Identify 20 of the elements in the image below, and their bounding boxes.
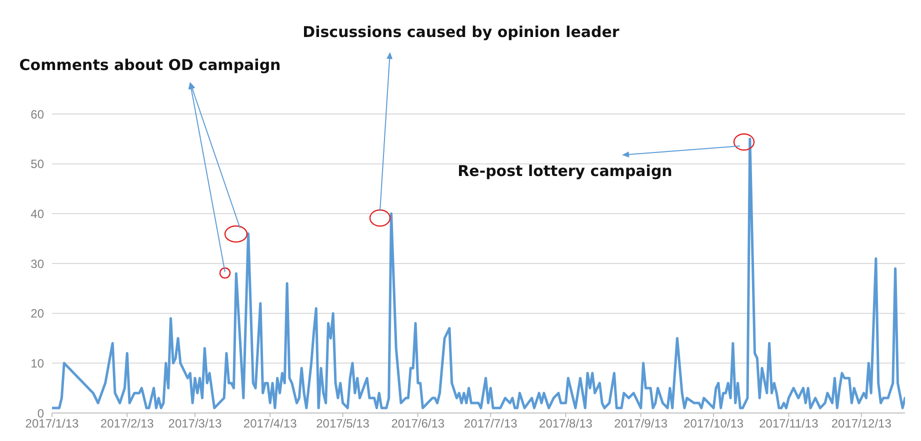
y-tick-label: 10 xyxy=(30,356,44,370)
y-tick-label: 30 xyxy=(30,256,44,271)
annotation: Re-post lottery campaign xyxy=(458,162,672,180)
y-tick-label: 20 xyxy=(30,306,44,321)
text: Comments about OD campaign xyxy=(19,56,281,74)
x-tick-label: 2017/10/13 xyxy=(684,416,744,431)
x-tick-label: 2017/4/13 xyxy=(243,416,298,431)
x-tick-label: 2017/6/13 xyxy=(391,416,445,431)
x-tick-label: 2017/2/13 xyxy=(100,416,154,431)
y-tick-label: 50 xyxy=(30,157,44,172)
y-tick-label: 40 xyxy=(30,206,44,221)
x-tick-label: 2017/5/13 xyxy=(316,416,370,431)
y-tick-label: 60 xyxy=(30,107,44,122)
x-tick-label: 2017/8/13 xyxy=(539,416,593,431)
x-tick-label: 2017/7/13 xyxy=(464,416,518,431)
x-tick-label: 2017/12/13 xyxy=(831,416,892,431)
x-tick-label: 2017/11/13 xyxy=(759,416,819,431)
x-tick-label: 2017/3/13 xyxy=(168,416,222,431)
x-tick-label: 2017/9/13 xyxy=(614,416,668,431)
text: Discussions caused by opinion leader xyxy=(302,23,620,41)
